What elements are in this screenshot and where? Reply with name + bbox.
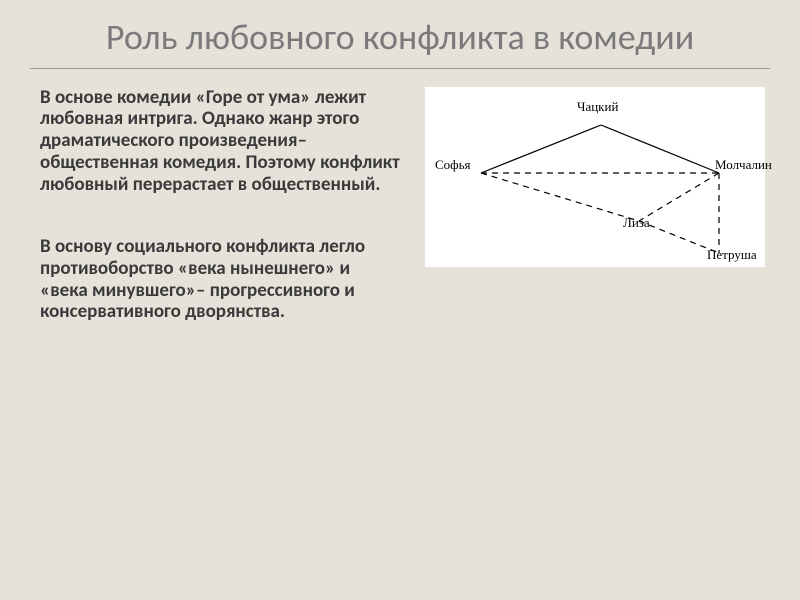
node-label-petrusha: Петруша (707, 247, 757, 263)
paragraph-2: В основу социального конфликта легло про… (40, 236, 400, 323)
content-area: В основе комедии «Горе от ума» лежит люб… (0, 69, 800, 364)
relationship-diagram: ЧацкийСофьяМолчалинЛизаПетруша (425, 87, 765, 267)
edge-sofya-liza (481, 173, 639, 221)
text-column: В основе комедии «Горе от ума» лежит люб… (40, 87, 400, 364)
diagram-column: Чацкий Софья Молчалин Лиза Петруша (420, 87, 770, 364)
edge-chatsky-sofya (481, 125, 601, 173)
paragraph-1: В основе комедии «Горе от ума» лежит люб… (40, 87, 400, 196)
node-label-liza: Лиза (623, 215, 650, 231)
title-area: Роль любовного конфликта в комедии (30, 0, 770, 69)
node-label-molchalin: Молчалин (715, 157, 772, 173)
node-label-sofya: Софья (435, 157, 471, 173)
node-label-chatsky: Чацкий (577, 99, 618, 115)
edge-molchalin-liza (639, 173, 719, 221)
slide: Роль любовного конфликта в комедии В осн… (0, 0, 800, 600)
edge-chatsky-molchalin (601, 125, 719, 173)
page-title: Роль любовного конфликта в комедии (70, 18, 730, 58)
